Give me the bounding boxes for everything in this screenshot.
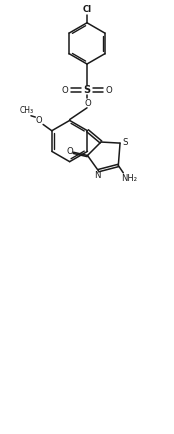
Text: O: O <box>84 99 91 108</box>
Text: N: N <box>94 171 101 180</box>
Text: S: S <box>84 85 90 95</box>
Text: O: O <box>106 85 113 95</box>
Text: O: O <box>67 147 73 156</box>
Text: O: O <box>61 85 68 95</box>
Text: NH₂: NH₂ <box>121 174 137 183</box>
Text: Cl: Cl <box>82 5 92 14</box>
Text: O: O <box>35 116 42 125</box>
Text: S: S <box>122 138 128 147</box>
Text: CH₃: CH₃ <box>19 105 34 115</box>
